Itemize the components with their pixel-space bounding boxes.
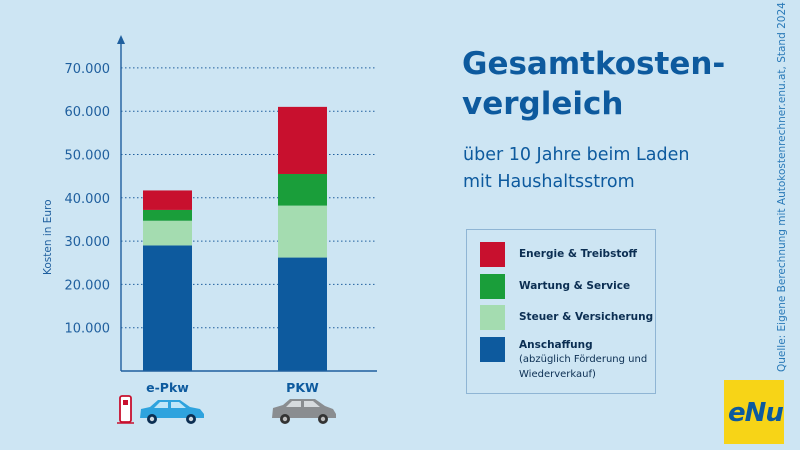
y-axis-title: Kosten in Euro bbox=[42, 199, 54, 275]
bar-segment bbox=[143, 245, 192, 371]
bar-segment bbox=[143, 220, 192, 246]
y-tick-label: 70.000 bbox=[65, 62, 111, 77]
gridlines bbox=[121, 67, 377, 329]
legend-sublabel: (abzüglich Förderung und Wiederverkauf) bbox=[519, 354, 648, 380]
legend: Energie & Treibstoff Wartung & Service S… bbox=[466, 229, 656, 394]
subtitle-line: über 10 Jahre beim Laden bbox=[463, 145, 690, 165]
x-category-label: PKW bbox=[286, 380, 319, 395]
electric-car-icon bbox=[140, 400, 204, 424]
subtitle-line: mit Haushaltsstrom bbox=[463, 172, 635, 192]
title-line: Gesamtkosten- bbox=[462, 46, 726, 82]
legend-item-wartung: Wartung & Service bbox=[480, 274, 630, 299]
legend-label: Wartung & Service bbox=[519, 280, 631, 292]
y-tick-label: 10.000 bbox=[65, 322, 111, 337]
legend-swatch bbox=[480, 305, 505, 330]
y-tick-label: 40.000 bbox=[65, 192, 111, 207]
bar-segment bbox=[143, 190, 192, 210]
y-axis-arrow bbox=[117, 35, 125, 44]
x-category-label: e-Pkw bbox=[146, 380, 189, 395]
axis: 10.000 20.000 30.000 40.000 50.000 60.000 70.0… bbox=[42, 35, 377, 395]
car-icon bbox=[272, 399, 336, 424]
chart-subtitle: über 10 Jahre beim Laden mit Haushaltsst… bbox=[463, 142, 689, 196]
bar-segment bbox=[278, 257, 327, 371]
bar-segment bbox=[278, 173, 327, 206]
legend-item-steuer: Steuer & Versicherung bbox=[480, 305, 653, 330]
bar-segment bbox=[278, 205, 327, 258]
bar-segment bbox=[278, 106, 327, 174]
legend-label: Energie & Treibstoff bbox=[519, 248, 638, 260]
legend-swatch bbox=[480, 242, 505, 267]
title-line: vergleich bbox=[462, 86, 624, 122]
bar-segment bbox=[143, 209, 192, 221]
y-tick-label: 30.000 bbox=[65, 235, 111, 250]
legend-label: Steuer & Versicherung bbox=[519, 311, 654, 323]
charging-station-icon bbox=[117, 395, 134, 424]
logo-text: eNu bbox=[728, 398, 784, 428]
legend-item-anschaffung: Anschaffung (abzüglich Förderung und Wie… bbox=[480, 337, 651, 382]
legend-swatch bbox=[480, 274, 505, 299]
enu-logo: eNu bbox=[724, 380, 784, 444]
y-tick-label: 60.000 bbox=[65, 105, 111, 120]
chart-title: Gesamtkosten- vergleich bbox=[462, 44, 725, 124]
y-tick-label: 20.000 bbox=[65, 278, 111, 293]
legend-label: Anschaffung bbox=[519, 339, 593, 351]
bars bbox=[143, 106, 327, 371]
vehicle-icons bbox=[117, 395, 336, 424]
source-note: Quelle: Eigene Berechnung mit Autokosten… bbox=[776, 2, 788, 372]
y-tick-label: 50.000 bbox=[65, 149, 111, 164]
legend-swatch bbox=[480, 337, 505, 362]
legend-item-energie: Energie & Treibstoff bbox=[480, 242, 637, 267]
